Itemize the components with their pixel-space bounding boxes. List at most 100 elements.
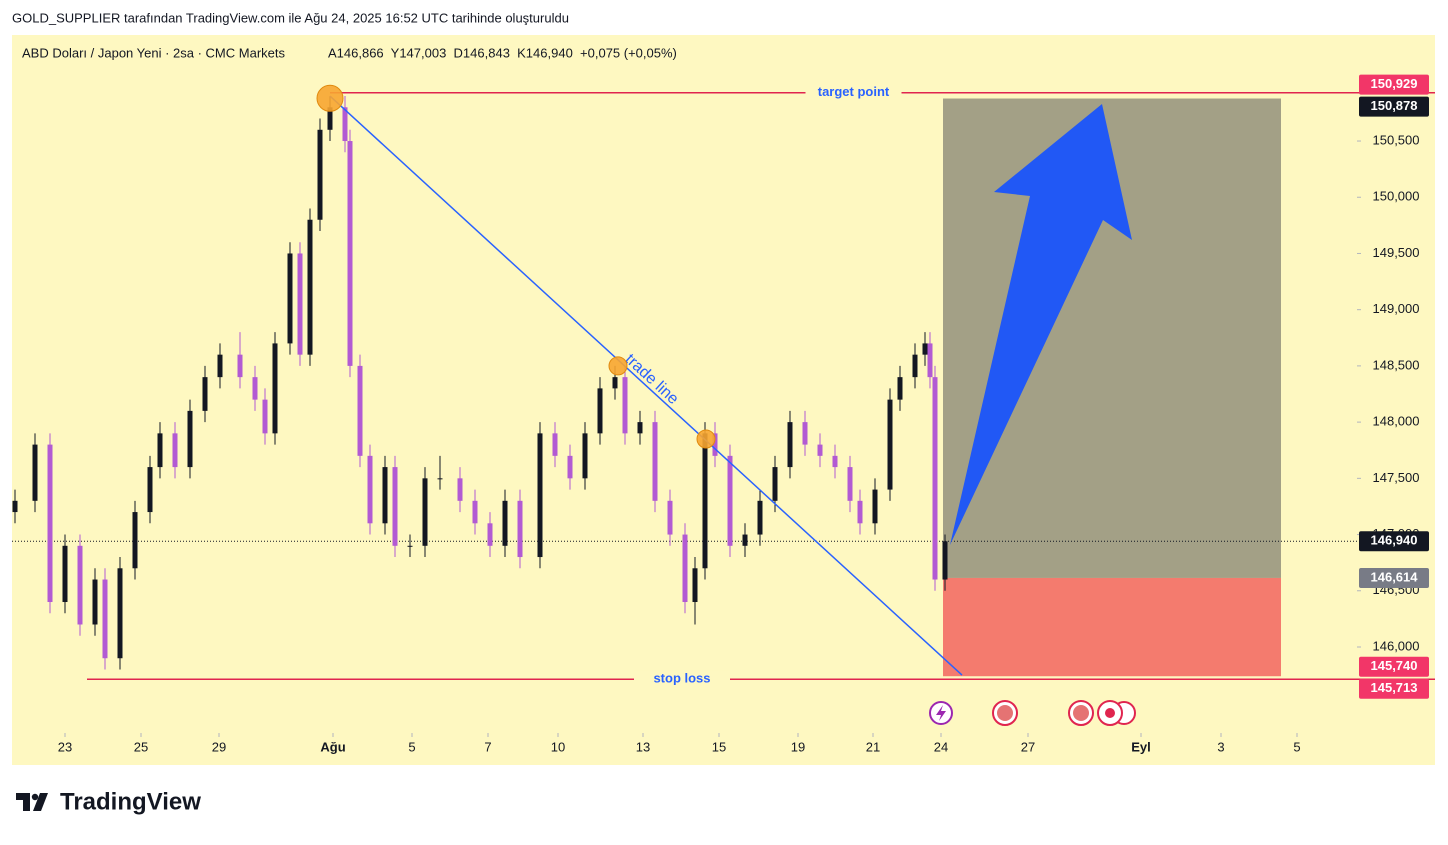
y-tick-label: 150,000: [1373, 189, 1420, 204]
candle-body: [272, 343, 278, 434]
x-tick-label: 19: [791, 739, 805, 754]
y-tick-label: 150,500: [1373, 132, 1420, 147]
event-icon-glyph: [936, 705, 946, 721]
candle-body: [357, 365, 363, 456]
x-tick-label: 13: [636, 739, 650, 754]
candle-body: [567, 455, 573, 479]
candle-body: [887, 399, 893, 490]
price-tag-label: 150,878: [1371, 98, 1418, 113]
price-tag-label: 146,940: [1371, 533, 1418, 548]
pivot-marker: [696, 429, 716, 449]
candle-body: [897, 377, 903, 400]
candle-body: [262, 399, 268, 434]
candle-body: [872, 489, 878, 524]
x-tick-label: 7: [484, 739, 491, 754]
candle-body: [287, 253, 293, 344]
candle-body: [942, 541, 948, 580]
candle-body: [802, 422, 808, 445]
x-tick-label: 3: [1217, 739, 1224, 754]
candle-body: [327, 107, 333, 130]
candle-body: [667, 500, 673, 535]
x-tick-label: 25: [134, 739, 148, 754]
candle-body: [472, 500, 478, 524]
candle-body: [102, 579, 108, 659]
x-tick-label: 5: [1293, 739, 1300, 754]
y-tick-label: 148,000: [1373, 414, 1420, 429]
candle-body: [597, 388, 603, 434]
arrow: [950, 104, 1132, 545]
candle-body: [552, 433, 558, 456]
candle-body: [147, 467, 153, 513]
candle-body: [857, 500, 863, 524]
y-tick-label: 147,500: [1373, 470, 1420, 485]
candle-body: [832, 455, 838, 468]
candle-body: [92, 579, 98, 625]
candle-body: [202, 377, 208, 411]
logo-mark-dot: [31, 793, 39, 801]
candle-body: [637, 422, 643, 434]
candle-body: [847, 467, 853, 501]
y-tick-label: 148,500: [1373, 357, 1420, 372]
x-tick-label: 27: [1021, 739, 1035, 754]
candle-body: [132, 512, 138, 569]
candle-body: [487, 523, 493, 546]
candle-body: [727, 455, 733, 546]
caption: GOLD_SUPPLIER tarafından TradingView.com…: [12, 10, 569, 25]
candle-body: [612, 377, 618, 389]
candle-body: [682, 534, 688, 603]
candle-body: [692, 568, 698, 603]
event-icon-glyph: [997, 705, 1013, 721]
x-tick-label: 15: [712, 739, 726, 754]
candle-body: [117, 568, 123, 659]
price-tag: [1359, 656, 1429, 677]
level-label-bg: [634, 670, 730, 689]
candle-body: [32, 444, 38, 501]
candle-body: [367, 455, 373, 524]
chart-title: ABD Doları / Japon Yeni · 2sa · CMC Mark…: [22, 45, 285, 60]
price-tag: [1359, 567, 1429, 588]
y-tick-label: 149,500: [1373, 245, 1420, 260]
candle-body: [582, 433, 588, 479]
candle-body: [772, 467, 778, 501]
candle-body: [457, 478, 463, 501]
candle-body: [237, 354, 243, 378]
candle-body: [392, 467, 398, 546]
x-tick-label: 29: [212, 739, 226, 754]
trade-line: [329, 95, 963, 676]
x-tick-label: 21: [866, 739, 880, 754]
event-icon-glyph: [1073, 705, 1089, 721]
candle-body: [297, 253, 303, 355]
price-tags: 150,929 150,878 146,940 146,614 145,740 145,7…: [1359, 74, 1429, 699]
candle-body: [172, 433, 178, 468]
x-tick-label: 23: [58, 739, 72, 754]
candle-body: [217, 354, 223, 378]
logo-text: TradingView: [60, 788, 201, 815]
price-tag: [1359, 74, 1429, 95]
x-tick-label: 24: [934, 739, 948, 754]
logo-mark: [16, 793, 48, 811]
logo: TradingView: [16, 788, 201, 815]
price-tag-label: 150,929: [1371, 76, 1418, 91]
x-tick-label: 5: [408, 739, 415, 754]
x-tick-label: 10: [551, 739, 565, 754]
candle-body: [712, 433, 718, 456]
pivot-marker: [608, 356, 628, 376]
candle-body: [317, 129, 323, 220]
ohlc-summary: A146,866 Y147,003 D146,843 K146,940 +0,0…: [328, 45, 677, 60]
candle-body: [817, 444, 823, 456]
loss-zone: [943, 577, 1281, 677]
candle-body: [342, 107, 348, 142]
level-label: target point: [818, 84, 890, 99]
y-tick-label: 146,000: [1373, 638, 1420, 653]
candle-body: [502, 500, 508, 546]
candle-body: [787, 422, 793, 468]
level-label: stop loss: [653, 671, 710, 686]
candle-body: [537, 433, 543, 558]
price-tag: [1359, 678, 1429, 699]
candle-body: [422, 478, 428, 546]
price-tag-label: 145,713: [1371, 680, 1418, 695]
candle-body: [12, 500, 18, 513]
x-tick-label: Ağu: [320, 739, 345, 754]
candle-body: [517, 500, 523, 558]
